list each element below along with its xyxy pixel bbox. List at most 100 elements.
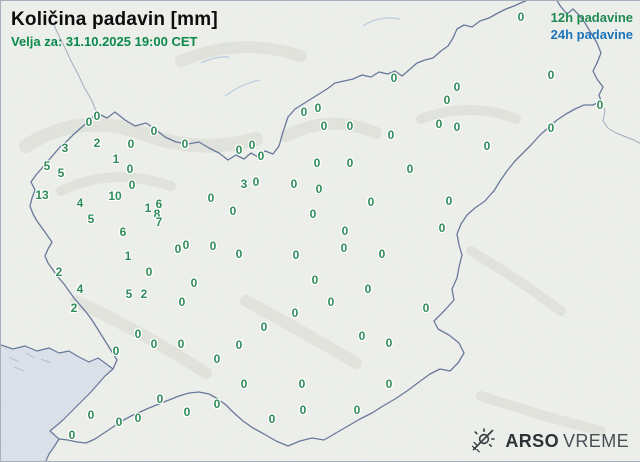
station-value: 0	[260, 320, 268, 334]
station-value: 0	[435, 117, 443, 131]
station-value: 0	[291, 306, 299, 320]
brand-arso: ARSO	[505, 431, 559, 451]
station-value: 0	[340, 241, 348, 255]
station-value: 0	[341, 224, 349, 238]
station-value: 5	[125, 287, 133, 301]
station-value: 0	[290, 177, 298, 191]
station-value: 0	[134, 327, 142, 341]
station-value: 0	[183, 405, 191, 419]
station-value: 0	[85, 115, 93, 129]
station-value: 0	[385, 336, 393, 350]
station-value: 0	[346, 156, 354, 170]
station-value: 0	[314, 101, 322, 115]
station-value: 4	[76, 282, 84, 296]
station-value: 0	[315, 182, 323, 196]
valid-time-label: Velja za: 31.10.2025 19:00 CET	[11, 33, 198, 49]
station-value: 1	[112, 152, 120, 166]
station-value: 2	[93, 136, 101, 150]
page-title: Količina padavin [mm]	[11, 9, 218, 30]
station-value: 0	[353, 403, 361, 417]
station-value: 0	[453, 120, 461, 134]
station-value: 0	[126, 162, 134, 176]
station-value: 0	[87, 408, 95, 422]
brand-text: ARSO VREME	[505, 431, 629, 452]
brand-vreme: VREME	[562, 431, 629, 451]
station-value: 0	[406, 162, 414, 176]
station-value: 0	[298, 377, 306, 391]
station-value: 0	[127, 137, 135, 151]
station-value: 4	[76, 196, 84, 210]
station-value: 0	[311, 273, 319, 287]
station-value: 6	[119, 225, 127, 239]
station-value: 5	[43, 159, 51, 173]
station-value: 1	[124, 249, 132, 263]
station-value: 0	[299, 403, 307, 417]
station-value: 0	[364, 282, 372, 296]
legend-item-12h-padavine[interactable]: 12h padavine	[550, 10, 633, 25]
station-value: 2	[55, 265, 63, 279]
station-value: 0	[390, 71, 398, 85]
arso-vreme-logo: ARSO VREME	[469, 428, 629, 455]
weather-sun-rain-icon	[472, 428, 496, 453]
station-value: 0	[292, 248, 300, 262]
station-value: 0	[378, 247, 386, 261]
station-value: 0	[268, 412, 276, 426]
station-value: 0	[213, 352, 221, 366]
station-value: 0	[145, 265, 153, 279]
station-value: 0	[93, 109, 101, 123]
station-value: 0	[156, 392, 164, 406]
station-value: 0	[300, 105, 308, 119]
station-value: 0	[453, 80, 461, 94]
station-value: 0	[367, 195, 375, 209]
header: Količina padavin [mm] Velja za: 31.10.20…	[11, 9, 218, 50]
station-value: 0	[313, 156, 321, 170]
station-value: 0	[445, 194, 453, 208]
station-value: 0	[358, 329, 366, 343]
station-value: 0	[235, 143, 243, 157]
station-value: 0	[252, 175, 260, 189]
station-value: 5	[87, 212, 95, 226]
station-value: 0	[309, 207, 317, 221]
station-value: 0	[387, 128, 395, 142]
station-value: 0	[213, 397, 221, 411]
station-value: 0	[547, 68, 555, 82]
station-value: 0	[235, 247, 243, 261]
station-value: 10	[108, 189, 122, 203]
station-value: 0	[190, 276, 198, 290]
station-value: 13	[35, 188, 49, 202]
station-value: 5	[57, 166, 65, 180]
station-value: 0	[248, 138, 256, 152]
station-value: 0	[209, 239, 217, 253]
station-value: 0	[385, 377, 393, 391]
station-value: 2	[70, 301, 78, 315]
station-value: 0	[483, 139, 491, 153]
station-value: 0	[517, 10, 525, 24]
station-value: 0	[181, 137, 189, 151]
station-value: 0	[235, 338, 243, 352]
station-value: 0	[182, 238, 190, 252]
station-value: 3	[240, 177, 248, 191]
station-value: 6	[155, 197, 163, 211]
station-value: 0	[229, 204, 237, 218]
station-value: 0	[115, 415, 123, 429]
station-value: 2	[140, 287, 148, 301]
station-value: 0	[207, 191, 215, 205]
station-value: 0	[112, 344, 120, 358]
legend-item-24h-padavine[interactable]: 24h padavine	[550, 27, 633, 42]
station-value: 0	[346, 119, 354, 133]
station-value: 0	[443, 93, 451, 107]
station-value: 0	[177, 337, 185, 351]
station-value: 8	[153, 207, 161, 221]
station-value: 0	[438, 221, 446, 235]
station-value: 0	[68, 428, 76, 442]
station-value: 0	[150, 337, 158, 351]
station-value: 0	[257, 149, 265, 163]
station-value: 0	[240, 377, 248, 391]
station-value: 0	[327, 295, 335, 309]
station-value: 7	[155, 215, 163, 229]
station-value: 0	[174, 242, 182, 256]
station-value: 0	[128, 178, 136, 192]
